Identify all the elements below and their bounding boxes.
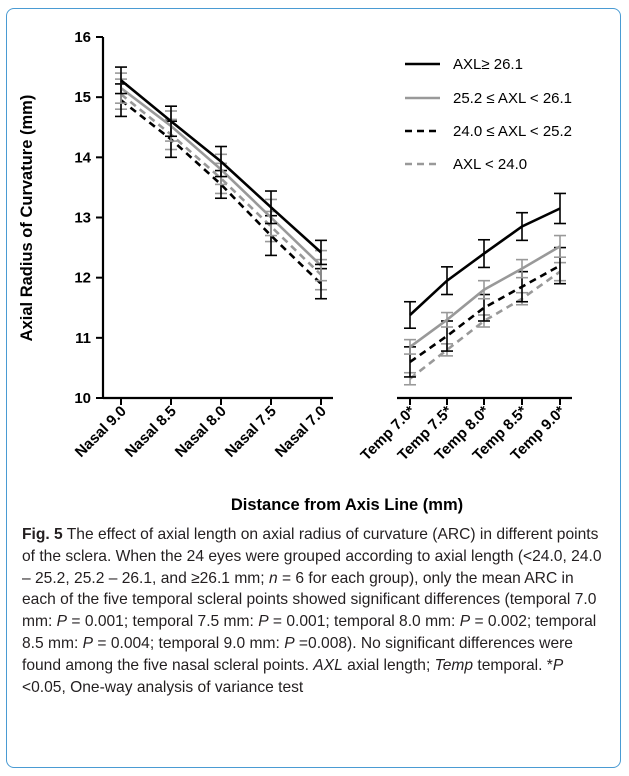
series-line [409, 264, 561, 363]
legend-label: 24.0 ≤ AXL < 25.2 [453, 123, 572, 140]
series-layer [115, 66, 566, 386]
error-bar [516, 211, 528, 242]
y-tick-label: 13 [74, 210, 91, 227]
p-symbol: P [284, 634, 295, 652]
caption-text: temporal. * [473, 656, 553, 674]
caption-text: =0.008). No significant differences were… [22, 634, 573, 674]
y-tick-label: 11 [75, 330, 91, 347]
legend-label: AXL≥ 26.1 [453, 56, 523, 73]
figure-label: Fig. 5 [22, 526, 63, 543]
caption-text: = 0.001; temporal 7.5 mm: [67, 613, 259, 631]
caption-text: = 0.002; temporal 8.5 mm: [22, 613, 597, 652]
error-bar [478, 279, 490, 300]
error-bar [441, 266, 453, 296]
caption-text: = 0.004; temporal 9.0 mm: [93, 634, 285, 652]
p-symbol: P [258, 613, 269, 631]
error-bar [265, 190, 277, 225]
error-bar [215, 145, 227, 178]
series-line [120, 93, 322, 276]
y-tick-label: 16 [74, 29, 91, 46]
p-symbol: P [82, 634, 94, 652]
y-axis-title: Axial Radius of Curvature (mm) [18, 95, 36, 342]
series-1 [115, 66, 566, 330]
legend: AXL≥ 26.1 25.2 ≤ AXL < 26.1 24.0 ≤ AXL < 2… [405, 56, 572, 173]
error-bar [478, 238, 490, 269]
p-symbol: P [552, 656, 564, 674]
caption-text: = 0.001; temporal 8.0 mm: [268, 613, 460, 631]
error-bar [516, 258, 528, 279]
legend-label: AXL < 24.0 [453, 156, 527, 173]
temp-abbreviation: Temp [434, 656, 474, 674]
x-tick-label: Nasal 8.5 [122, 403, 180, 461]
x-tick-label: Nasal 7.5 [222, 403, 280, 461]
x-tick-label: Nasal 7.0 [272, 403, 330, 461]
n-symbol: n [268, 569, 278, 587]
caption-text: = 6 for each group), only the mean ARC i… [22, 569, 597, 631]
x-tick-label: Nasal 9.0 [72, 403, 130, 461]
y-tick-label: 15 [74, 89, 91, 106]
figure-frame [6, 8, 621, 768]
error-bar [554, 192, 566, 225]
caption-text: The effect of axial length on axial radi… [22, 526, 602, 587]
series-line [120, 99, 322, 285]
y-tick-label: 12 [74, 270, 91, 287]
series-line [409, 245, 561, 348]
figure-caption: Fig. 5 The effect of axial length on axi… [22, 524, 607, 698]
y-tick-label: 10 [74, 390, 91, 407]
error-bar [404, 338, 416, 355]
x-tick-label: Nasal 8.0 [172, 403, 230, 461]
y-tick-label: 14 [74, 149, 91, 166]
error-bar [115, 66, 127, 95]
caption-text: <0.05, One-way analysis of variance test [22, 678, 304, 696]
error-bar [404, 300, 416, 330]
x-axis-title: Distance from Axis Line (mm) [231, 496, 463, 514]
legend-label: 25.2 ≤ AXL < 26.1 [453, 90, 572, 107]
error-bar [554, 234, 566, 259]
p-symbol: P [459, 613, 471, 631]
error-bar [165, 105, 177, 138]
caption-text: axial length; [342, 656, 435, 674]
error-bar [315, 239, 327, 266]
error-bar [441, 311, 453, 328]
p-symbol: P [56, 613, 68, 631]
axl-abbreviation: AXL [313, 656, 343, 674]
